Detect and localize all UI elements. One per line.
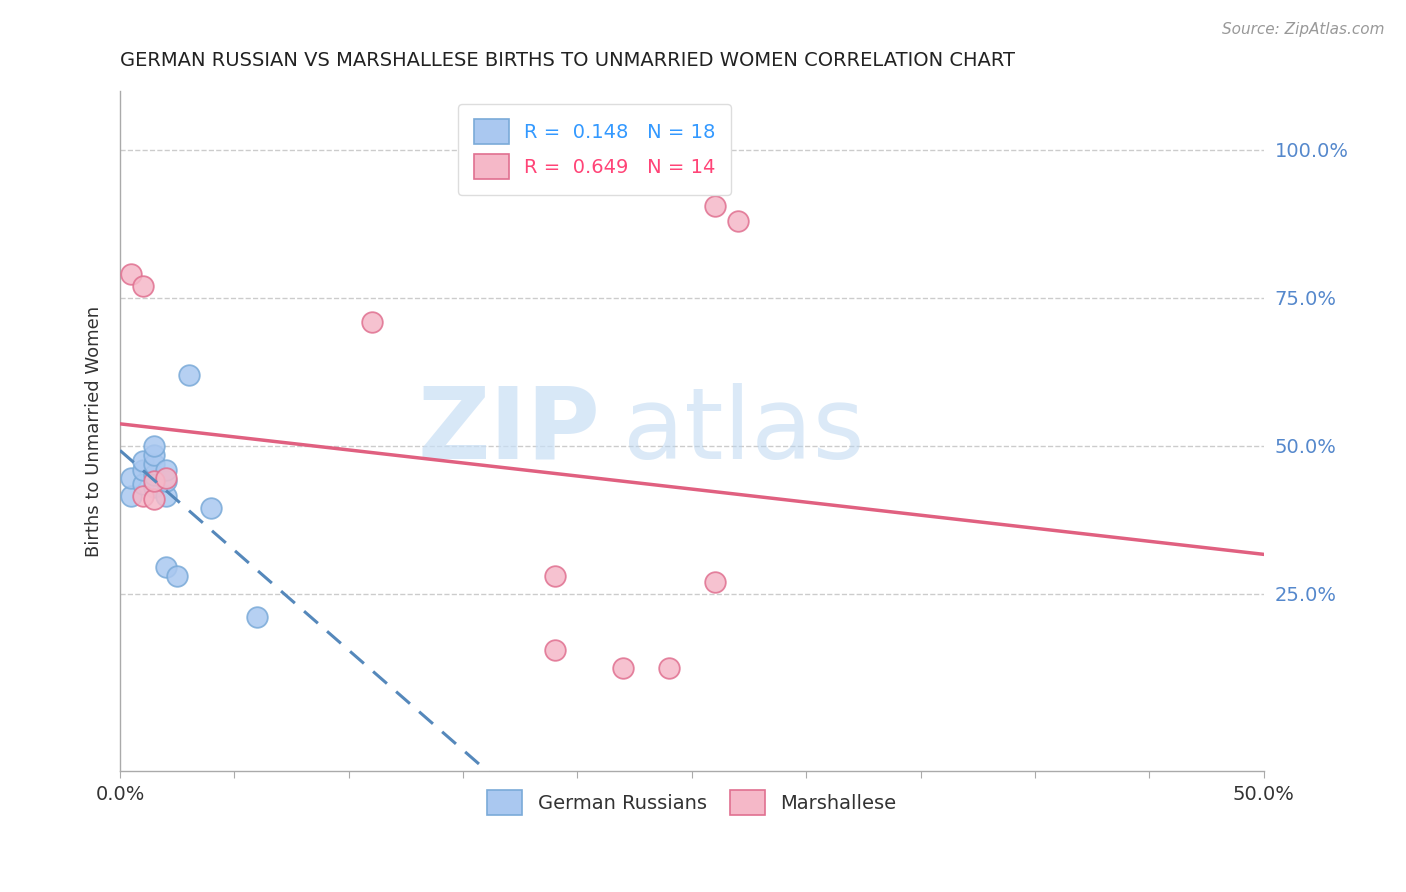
Point [543,569,565,583]
Point [612,661,634,675]
Point [143,492,166,507]
Point [143,457,166,471]
Text: Source: ZipAtlas.com: Source: ZipAtlas.com [1222,22,1385,37]
Y-axis label: Births to Unmarried Women: Births to Unmarried Women [86,305,103,557]
Legend: German Russians, Marshallese: German Russians, Marshallese [479,782,904,823]
Point [132,489,155,503]
Text: ZIP: ZIP [418,383,600,480]
Point [143,475,166,489]
Point [143,468,166,483]
Text: GERMAN RUSSIAN VS MARSHALLESE BIRTHS TO UNMARRIED WOMEN CORRELATION CHART: GERMAN RUSSIAN VS MARSHALLESE BIRTHS TO … [120,51,1015,70]
Point [155,475,177,489]
Point [143,448,166,462]
Point [155,489,177,503]
Point [120,267,142,281]
Point [200,500,222,515]
Text: atlas: atlas [623,383,865,480]
Point [703,199,725,213]
Point [543,643,565,657]
Point [143,439,166,453]
Point [246,610,269,624]
Point [132,462,155,476]
Point [155,471,177,485]
Point [727,214,749,228]
Point [166,569,188,583]
Point [177,368,200,382]
Point [360,314,382,328]
Point [155,560,177,574]
Point [143,480,166,494]
Point [132,477,155,491]
Point [132,453,155,467]
Point [120,489,142,503]
Point [703,574,725,589]
Point [132,279,155,293]
Point [155,462,177,476]
Point [658,661,681,675]
Point [120,471,142,485]
